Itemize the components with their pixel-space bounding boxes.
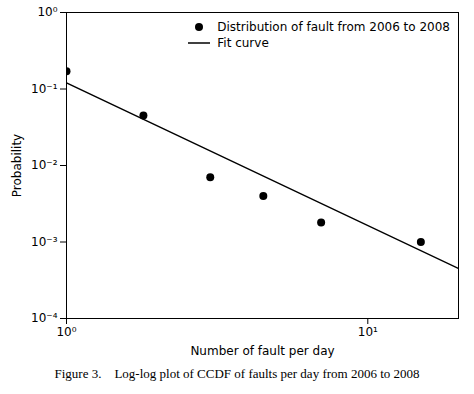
html-text:Figure 3. Log-log plot of CCDF: Figure 3. Log-log plot of CCDF of faults…	[54, 366, 420, 381]
html-text:Fit curve: Fit curve	[217, 36, 269, 50]
svg-text:Probability: Probability	[10, 134, 24, 197]
svg-text:10⁻²: 10⁻²	[31, 158, 58, 172]
html-text:Distribution of fault from 200: Distribution of fault from 2006 to 2008	[217, 20, 450, 34]
svg-text:Number of fault per day: Number of fault per day	[190, 344, 334, 358]
svg-text:10⁰: 10⁰	[56, 325, 76, 339]
svg-text:10¹: 10¹	[358, 325, 378, 339]
svg-text:10⁻¹: 10⁻¹	[31, 82, 58, 96]
svg-text:10⁰: 10⁰	[37, 5, 57, 19]
svg-text:10⁻⁴: 10⁻⁴	[31, 311, 58, 325]
svg-text:10⁻³: 10⁻³	[31, 235, 58, 249]
